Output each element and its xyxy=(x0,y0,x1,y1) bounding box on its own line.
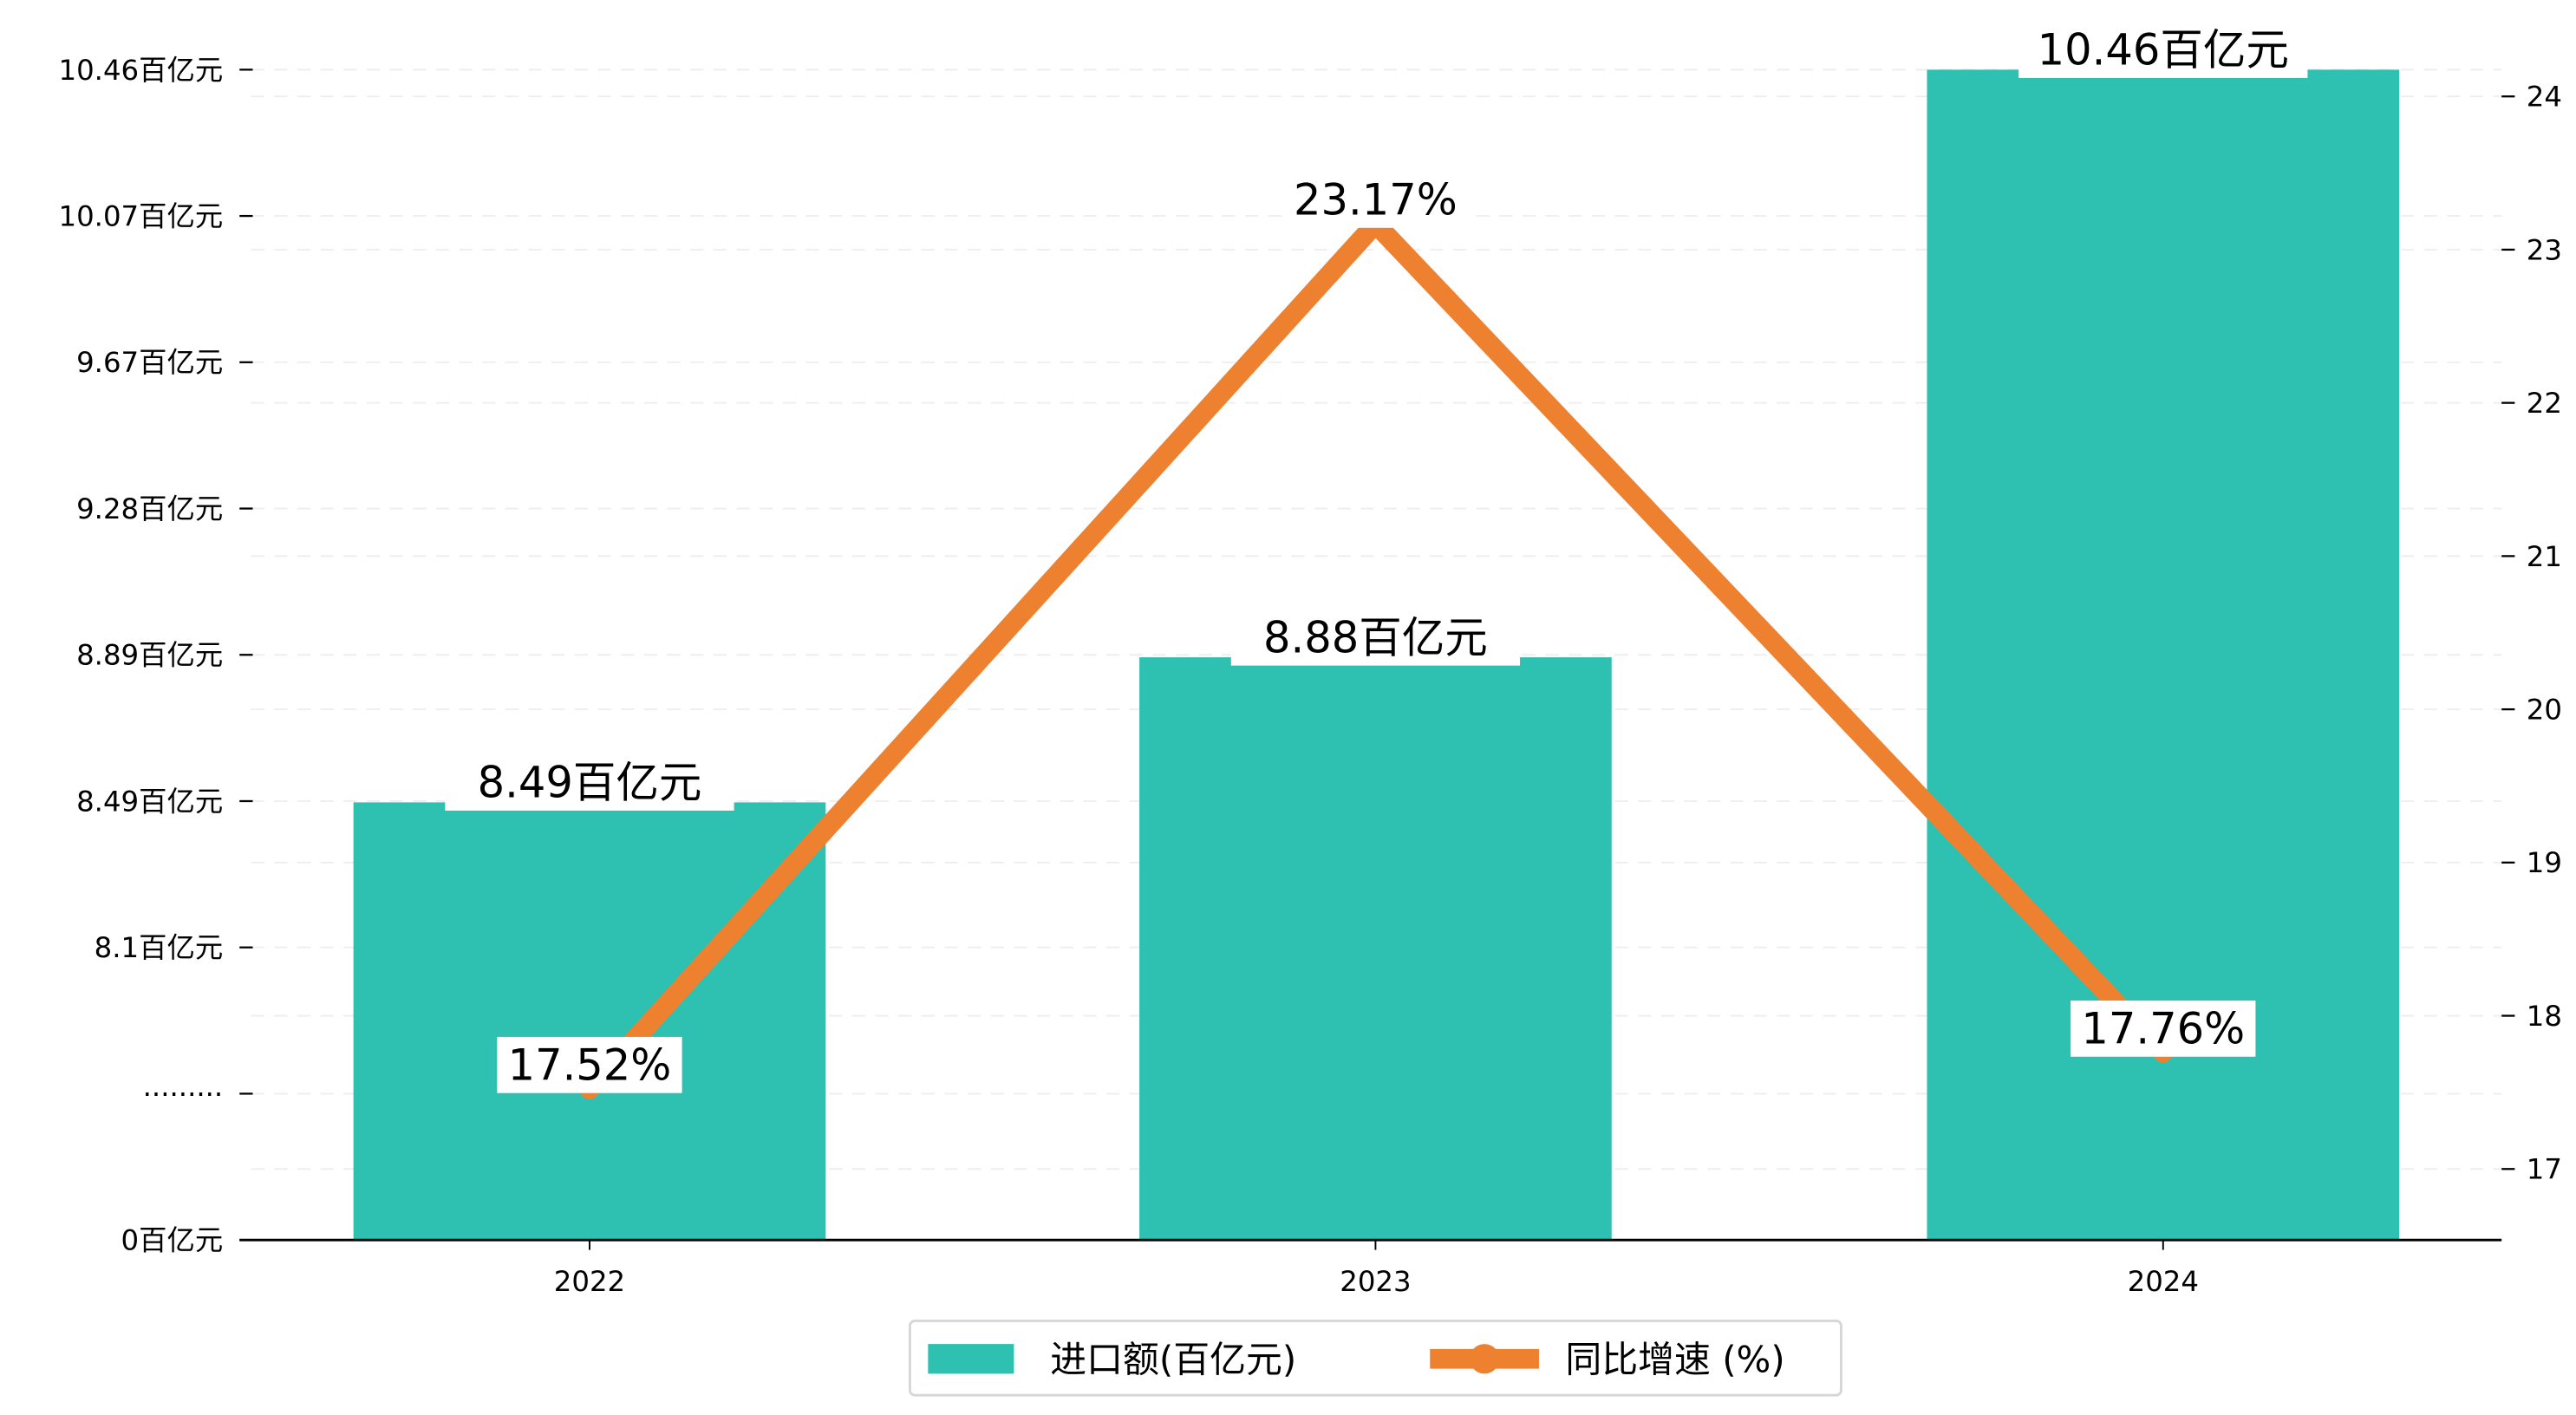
bar-value-label-bg xyxy=(1230,609,1521,666)
x-tick-label: 2024 xyxy=(2128,1265,2199,1298)
right-tick-label: 22 xyxy=(2527,387,2562,420)
legend-box xyxy=(908,1320,1842,1397)
left-tick-label: 8.89百亿元 xyxy=(76,639,223,672)
legend-line-marker xyxy=(1469,1344,1500,1374)
left-tick-label: 0百亿元 xyxy=(121,1224,224,1257)
legend-label-line: 同比增速 (%) xyxy=(1565,1338,1784,1380)
right-tick-label: 19 xyxy=(2527,846,2562,879)
bar-value-label-bg xyxy=(445,754,734,811)
left-tick-label: 8.1百亿元 xyxy=(95,931,224,964)
right-tick-label: 18 xyxy=(2527,1000,2562,1033)
bar-value-label: 8.49百亿元 xyxy=(478,758,702,808)
data-labels: 8.49百亿元 8.88百亿元 10.46百亿元 17.52% 23.17% 17.76% xyxy=(445,22,2308,1093)
growth-value-label: 17.76% xyxy=(2081,1004,2245,1054)
bar-2023 xyxy=(1139,657,1612,1241)
right-tick-label: 21 xyxy=(2527,540,2562,573)
left-tick-label: 8.49百亿元 xyxy=(76,785,223,818)
legend-bar-swatch xyxy=(928,1344,1014,1374)
legend: 进口额(百亿元) 同比增速 (%) xyxy=(908,1320,1842,1397)
right-tick-label: 17 xyxy=(2527,1153,2562,1186)
x-axis: 2022 2023 2024 xyxy=(239,1238,2502,1298)
bar-value-label: 10.46百亿元 xyxy=(2038,25,2289,75)
right-tick-label: 23 xyxy=(2527,233,2562,266)
x-tick-label: 2022 xyxy=(554,1265,625,1298)
bar-value-label: 8.88百亿元 xyxy=(1263,612,1488,662)
growth-value-label-bg xyxy=(1282,172,1469,228)
legend-label-bar: 进口额(百亿元) xyxy=(1050,1338,1296,1380)
left-tick-label: 10.07百亿元 xyxy=(58,200,223,233)
left-axis: 0百亿元 ········· 8.1百亿元 8.49百亿元 8.89百亿元 9.28百亿元… xyxy=(58,54,253,1257)
right-axis: 17 18 19 20 21 22 23 24 xyxy=(2501,81,2562,1186)
growth-value-label: 23.17% xyxy=(1294,175,1458,225)
bar-2024 xyxy=(1927,69,2400,1241)
growth-value-label: 17.52% xyxy=(508,1040,672,1090)
left-tick-label: 9.67百亿元 xyxy=(76,346,223,379)
left-tick-label: 10.46百亿元 xyxy=(58,54,223,87)
right-tick-label: 20 xyxy=(2527,694,2562,727)
x-tick-label: 2023 xyxy=(1340,1265,1411,1298)
right-tick-label: 24 xyxy=(2527,81,2562,114)
growth-value-label-bg xyxy=(2071,1001,2256,1057)
left-tick-label: ········· xyxy=(143,1078,224,1111)
bars xyxy=(353,69,2400,1241)
left-tick-label: 9.28百亿元 xyxy=(76,492,223,525)
bar-2022 xyxy=(353,802,826,1241)
bar-value-label-bg xyxy=(2018,22,2308,78)
growth-value-label-bg xyxy=(497,1036,682,1093)
